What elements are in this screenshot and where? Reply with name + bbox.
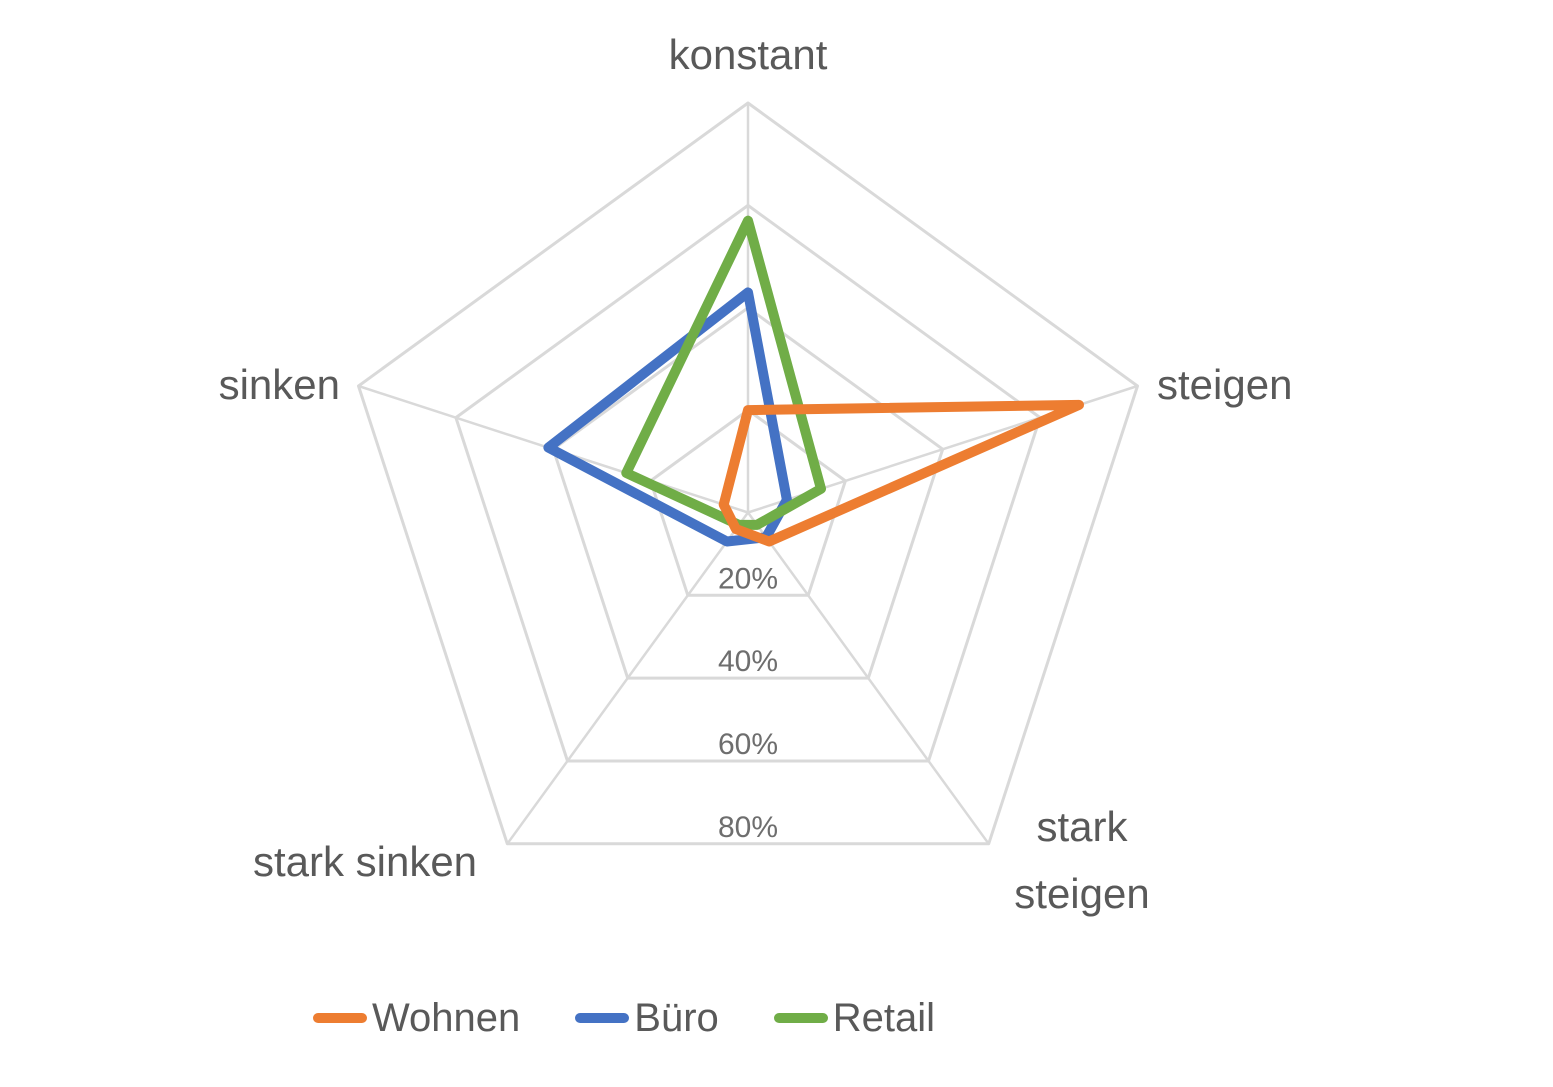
gridline-ring-80 [357,101,1139,846]
legend-item-wohnen: Wohnen [313,998,520,1038]
legend-label-b-ro: Büro [634,996,719,1040]
category-label-konstant: konstant [669,31,828,78]
gridline-ring-60 [454,203,1042,763]
gridline-ring-40 [551,306,945,680]
category-label-stark-steigen-line1: stark [1036,803,1128,850]
tick-label-40: 40% [718,645,778,678]
legend-label-retail: Retail [832,996,936,1040]
legend-swatch-b-ro [575,1013,630,1023]
category-label-stark-sinken: stark sinken [253,838,477,885]
legend-item-b-ro: Büro [575,998,719,1038]
legend-swatch-wohnen [313,1013,367,1023]
tick-label-80: 80% [718,811,778,844]
series-line-retail [621,215,826,530]
legend-swatch-retail [773,1013,828,1023]
series-line-wohnen [718,399,1084,547]
gridline-ring-20 [649,408,847,597]
legend-item-retail: Retail [773,996,936,1040]
category-label-stark-steigen-line2: steigen [1014,870,1149,917]
legend-label-wohnen: Wohnen [372,996,521,1040]
category-label-steigen: steigen [1157,361,1292,408]
series-line-b-ro [543,287,792,547]
category-label-sinken: sinken [219,361,340,408]
chart-legend: Wohnen Büro Retail [313,998,935,1038]
tick-label-60: 60% [718,728,778,761]
tick-label-20: 20% [718,562,778,595]
